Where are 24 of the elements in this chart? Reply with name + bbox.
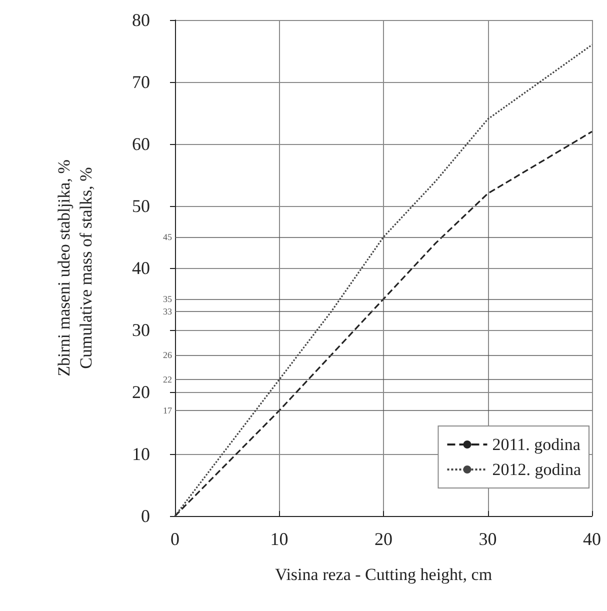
x-axis-title: Visina reza - Cutting height, cm: [274, 565, 492, 584]
y-tick-label: 10: [132, 444, 150, 464]
y-axis-title: Zbirni maseni udeo stabljika, % Cumulative mass of stalks, %: [54, 160, 96, 376]
y-tick-label: 50: [132, 196, 150, 216]
y-tick-label: 80: [132, 10, 150, 30]
x-tick-label: 10: [270, 529, 288, 549]
x-tick-label: 30: [478, 529, 497, 549]
y-tick-label: 0: [141, 506, 150, 526]
ref-line-label: 22: [163, 374, 172, 385]
legend-label: 2011. godina: [492, 435, 581, 454]
legend-label: 2012. godina: [492, 460, 582, 479]
x-tick-label: 0: [170, 529, 180, 549]
y-tick-label: 30: [132, 320, 150, 340]
ref-line-label: 17: [163, 406, 172, 416]
ref-line-label: 33: [163, 306, 172, 316]
x-tick-label: 40: [583, 529, 601, 549]
y-tick-label: 20: [132, 382, 150, 402]
ref-line-label: 35: [163, 294, 172, 304]
ref-line-label: 26: [163, 350, 172, 360]
ref-line-label: 45: [163, 232, 172, 242]
y-tick-label: 70: [132, 72, 150, 92]
y-tick-label: 40: [132, 258, 150, 278]
x-tick-label: 20: [374, 529, 392, 549]
y-tick-label: 60: [132, 134, 150, 154]
